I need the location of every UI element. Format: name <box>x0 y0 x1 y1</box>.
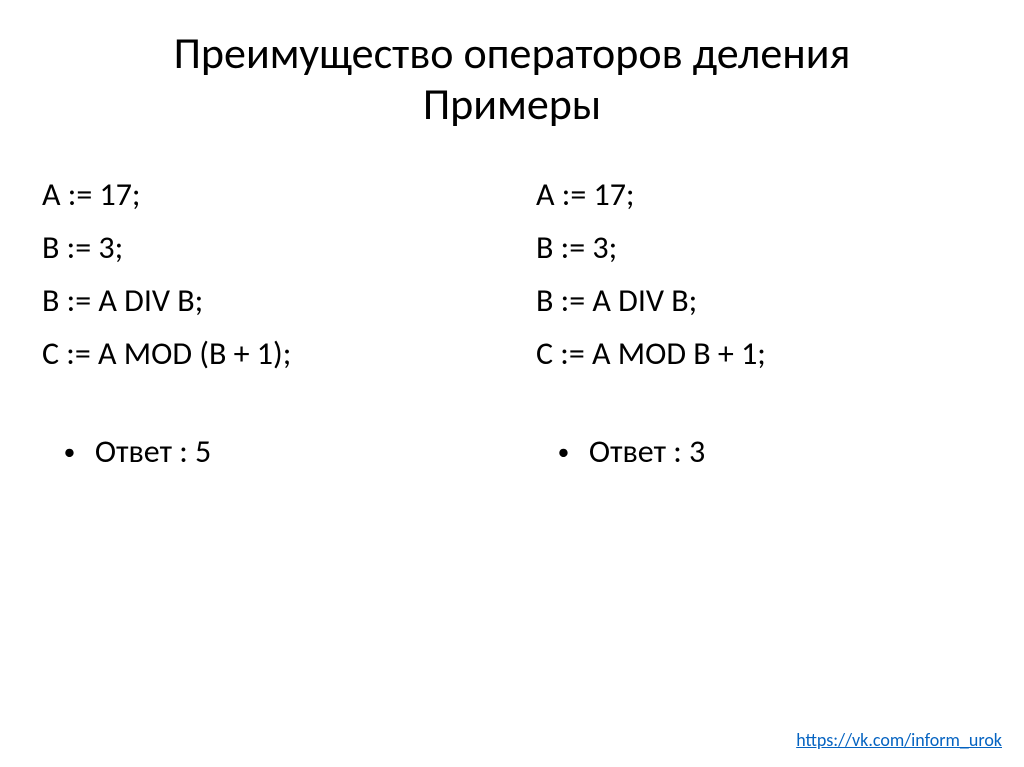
answer-text: Ответ : 5 <box>95 432 211 471</box>
bullet-icon: ● <box>558 443 569 461</box>
title-line-1: Преимущество операторов деления <box>174 26 851 80</box>
code-line: B := 3; <box>42 222 488 275</box>
answer-block: ● Ответ : 5 <box>42 432 488 471</box>
code-line: A := 17; <box>536 169 982 222</box>
source-link[interactable]: https://vk.com/inform_urok <box>796 729 1002 751</box>
slide-title: Преимущество операторов деления Примеры <box>0 0 1024 129</box>
code-line: B := 3; <box>536 222 982 275</box>
code-line: B := A DIV B; <box>536 275 982 328</box>
title-line-2: Примеры <box>423 77 601 131</box>
code-line: B := A DIV B; <box>42 275 488 328</box>
answer-text: Ответ : 3 <box>589 432 705 471</box>
code-line: A := 17; <box>42 169 488 222</box>
code-line: C := A MOD B + 1; <box>536 328 982 381</box>
content-area: A := 17; B := 3; B := A DIV B; C := A MO… <box>0 129 1024 471</box>
right-column: A := 17; B := 3; B := A DIV B; C := A MO… <box>508 169 982 471</box>
answer-block: ● Ответ : 3 <box>536 432 982 471</box>
bullet-icon: ● <box>64 443 75 461</box>
left-column: A := 17; B := 3; B := A DIV B; C := A MO… <box>42 169 508 471</box>
answer-item: ● Ответ : 3 <box>536 432 982 471</box>
answer-item: ● Ответ : 5 <box>42 432 488 471</box>
code-line: C := A MOD (B + 1); <box>42 328 488 381</box>
